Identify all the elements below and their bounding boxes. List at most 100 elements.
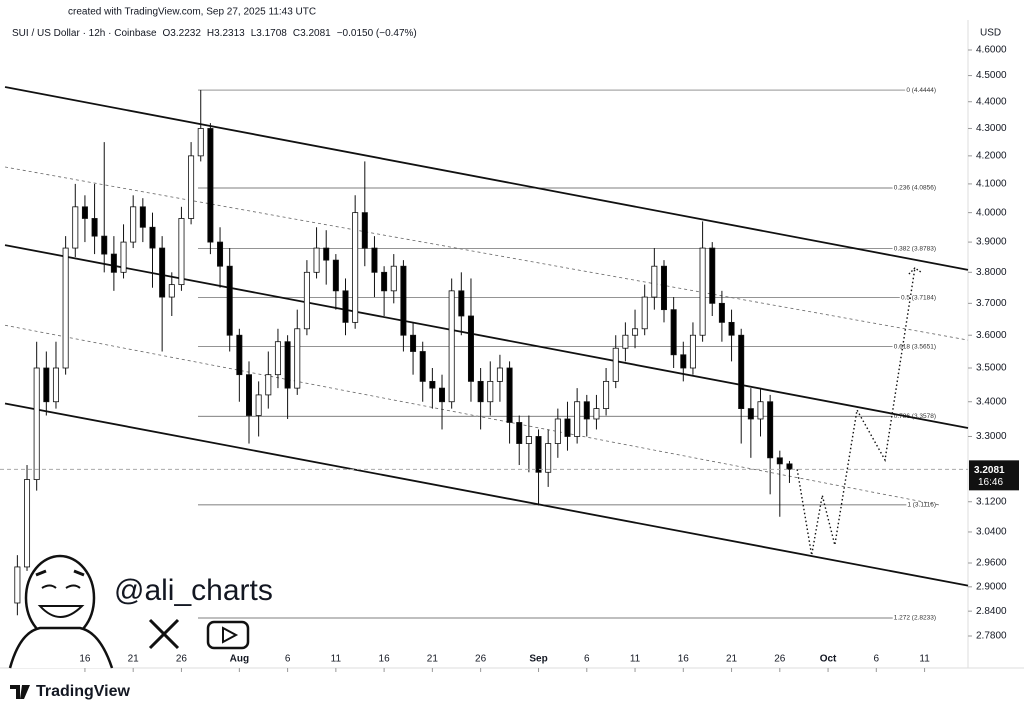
projection-path	[796, 267, 916, 556]
x-tick-label: 11	[331, 654, 342, 665]
candle-body	[776, 457, 783, 465]
fib-label: 1.272 (2.8233)	[894, 615, 936, 622]
candle-body	[496, 367, 503, 382]
candle-body	[188, 155, 195, 219]
x-tick-label: 21	[128, 654, 140, 665]
fib-label: 0.618 (3.5651)	[894, 343, 936, 350]
currency: USD	[980, 28, 1001, 39]
candle-body	[149, 226, 156, 249]
eyes	[41, 584, 81, 589]
y-tick-label: 3.1200	[976, 496, 1007, 507]
x-tick-label: 11	[919, 654, 930, 665]
price-tag-countdown: 16:46	[978, 477, 1003, 488]
candle-body	[786, 463, 793, 470]
candle-body	[574, 401, 581, 437]
y-tick-label: 3.3000	[976, 431, 1007, 442]
y-tick-label: 3.5000	[976, 363, 1007, 374]
candle-body	[101, 235, 108, 255]
brand-logo	[10, 685, 30, 699]
candle-body	[255, 394, 262, 416]
h-value: 3.2313	[214, 28, 245, 39]
candle-body	[429, 380, 436, 389]
x-tick-label: Oct	[820, 654, 837, 665]
candle-body	[612, 347, 619, 382]
candle-body	[593, 408, 600, 420]
candle-body	[159, 247, 166, 298]
candle-body	[564, 418, 571, 437]
trendline	[4, 402, 969, 587]
y-tick-label: 4.2000	[976, 150, 1007, 161]
candle-body	[506, 367, 513, 423]
fib-label: 1 (3.1116)	[907, 502, 936, 509]
candle-body	[14, 566, 21, 604]
y-tick-label: 2.8400	[976, 606, 1007, 617]
x-icon	[148, 618, 180, 650]
x-tick-label: 6	[874, 654, 880, 665]
l-value: 3.1708	[256, 28, 287, 39]
candle-body	[632, 328, 639, 336]
candle-body	[516, 422, 523, 444]
x-tick-label: 6	[584, 654, 590, 665]
candle-body	[728, 321, 735, 336]
trendline	[4, 324, 941, 506]
price-tag	[969, 460, 1019, 491]
y-tick-label: 3.0400	[976, 527, 1007, 538]
x-tick-label: 11	[630, 654, 641, 665]
x-tick-label: Aug	[230, 654, 249, 665]
candle-body	[197, 128, 204, 157]
candle-body	[554, 418, 561, 444]
y-tick-label: 3.6000	[976, 330, 1007, 341]
candle-body	[62, 247, 69, 369]
candle-body	[24, 479, 31, 568]
y-tick-label: 4.3000	[976, 123, 1007, 134]
candle-body	[660, 265, 667, 311]
candle-body	[52, 367, 59, 403]
change: −0.0150 (−0.47%)	[337, 28, 417, 39]
candle-body	[439, 387, 446, 403]
candle-body	[91, 218, 98, 237]
x-tick-label: 26	[176, 654, 188, 665]
candle-body	[139, 206, 146, 228]
fib-label: 0.786 (3.3578)	[894, 413, 936, 420]
shoulders	[8, 626, 114, 669]
candle-body	[342, 290, 349, 323]
candle-body	[525, 436, 532, 444]
candle-body	[120, 241, 127, 273]
candle-body	[381, 271, 388, 292]
candle-body	[622, 334, 629, 349]
l-label: L	[251, 28, 257, 39]
candle-body	[477, 380, 484, 403]
o-value: 3.2232	[170, 28, 201, 39]
candle-body	[81, 206, 88, 219]
candle-body	[217, 241, 224, 267]
candle-body	[641, 296, 648, 330]
y-tick-label: 3.8000	[976, 267, 1007, 278]
candle-body	[168, 284, 175, 298]
candle-body	[680, 354, 687, 369]
legend: SUI / US Dollar · 12h · Coinbase O3.2232 H…	[12, 28, 417, 39]
candle-body	[487, 380, 494, 403]
candle-body	[747, 408, 754, 420]
candle-body	[738, 334, 745, 410]
candle-body	[178, 218, 185, 286]
candle-body	[332, 259, 339, 292]
candle-body	[226, 265, 233, 336]
candle-body	[670, 309, 677, 356]
x-tick-label: 16	[79, 654, 91, 665]
candle-body	[352, 212, 359, 323]
y-tick-label: 3.7000	[976, 298, 1007, 309]
y-tick-label: 4.0000	[976, 207, 1007, 218]
candle-body	[603, 380, 610, 410]
fib-label: 0 (4.4444)	[906, 87, 936, 94]
candle-body	[72, 206, 79, 249]
x-tick-label: 26	[774, 654, 786, 665]
plot: 0 (4.4444) 0.236 (4.0856) 0.382 (3.8783) 0.…	[0, 85, 969, 623]
candle-body	[313, 247, 320, 273]
y-tick-label: 3.9000	[976, 237, 1007, 248]
h-label: H	[207, 28, 214, 39]
x-tick-label: 21	[427, 654, 439, 665]
candle-body	[419, 351, 426, 382]
y-tick-label: 3.4000	[976, 396, 1007, 407]
created-note: created with TradingView.com, Sep 27, 20…	[68, 7, 316, 18]
